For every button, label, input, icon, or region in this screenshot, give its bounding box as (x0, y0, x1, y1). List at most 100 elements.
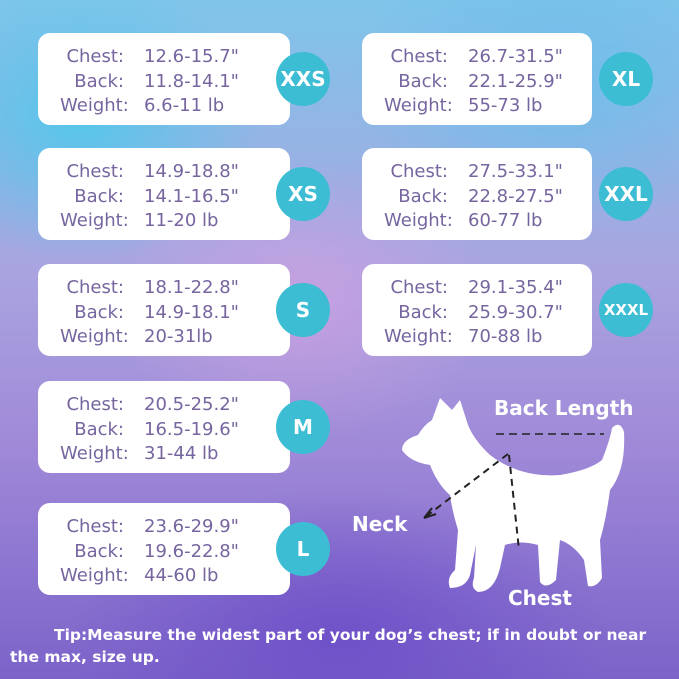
chest-value: 23.6-29.9" (144, 516, 239, 537)
chest-row: Chest: 20.5-25.2" (60, 393, 239, 418)
size-card-l: Chest: 23.6-29.9" Back: 19.6-22.8" Weight: 44… (38, 503, 290, 595)
size-badge: XS (276, 167, 330, 221)
measurements: Chest: 29.1-35.4" Back: 25.9-30.7" Weight: 70… (384, 276, 563, 350)
weight-value: 55-73 lb (468, 95, 543, 116)
size-card-xxl: Chest: 27.5-33.1" Back: 22.8-27.5" Weight: 60… (362, 148, 592, 240)
back-label: Back: (398, 301, 448, 323)
weight-row: Weight: 20-31lb (60, 325, 239, 350)
back-label: Back: (398, 70, 448, 92)
chest-label: Chest: (66, 394, 124, 415)
weight-row: Weight: 60-77 lb (384, 209, 563, 234)
back-value: 25.9-30.7" (468, 301, 563, 323)
chest-label: Chest: (66, 277, 124, 298)
size-card-s: Chest: 18.1-22.8" Back: 14.9-18.1" Weight: 20… (38, 264, 290, 356)
chest-line (508, 454, 520, 551)
size-badge: S (276, 283, 330, 337)
back-length-label: Back Length (494, 396, 634, 420)
weight-value: 6.6-11 lb (144, 95, 225, 116)
back-value: 19.6-22.8" (144, 540, 239, 562)
chest-row: Chest: 14.9-18.8" (60, 160, 239, 185)
back-label: Back: (74, 540, 124, 562)
chest-value: 26.7-31.5" (468, 46, 563, 67)
back-row: Back: 25.9-30.7" (384, 301, 563, 326)
back-row: Back: 14.1-16.5" (60, 185, 239, 210)
weight-label: Weight: (60, 210, 129, 231)
back-value: 16.5-19.6" (144, 418, 239, 440)
weight-row: Weight: 31-44 lb (60, 442, 239, 467)
weight-value: 60-77 lb (468, 210, 543, 231)
size-badge: L (276, 522, 330, 576)
size-card-xs: Chest: 14.9-18.8" Back: 14.1-16.5" Weight: 11… (38, 148, 290, 240)
size-card-xxs: Chest: 12.6-15.7" Back: 11.8-14.1" Weight: 6.… (38, 33, 290, 125)
weight-value: 11-20 lb (144, 210, 219, 231)
size-badge: XXL (599, 167, 653, 221)
measurements: Chest: 23.6-29.9" Back: 19.6-22.8" Weight: 44… (60, 515, 239, 589)
chest-label: Chest: (66, 46, 124, 67)
chest-label: Chest: (390, 161, 448, 182)
weight-value: 70-88 lb (468, 326, 543, 347)
back-label: Back: (398, 185, 448, 207)
back-value: 22.8-27.5" (468, 185, 563, 207)
weight-label: Weight: (60, 565, 129, 586)
size-card-xl: Chest: 26.7-31.5" Back: 22.1-25.9" Weight: 55… (362, 33, 592, 125)
weight-label: Weight: (60, 95, 129, 116)
size-badge: XXS (276, 52, 330, 106)
chest-value: 27.5-33.1" (468, 161, 563, 182)
chest-value: 20.5-25.2" (144, 394, 239, 415)
chest-label: Chest: (66, 516, 124, 537)
weight-row: Weight: 11-20 lb (60, 209, 239, 234)
weight-value: 31-44 lb (144, 443, 219, 464)
chest-label: Chest: (66, 161, 124, 182)
back-label: Back: (74, 418, 124, 440)
weight-value: 20-31lb (144, 326, 213, 347)
size-badge: XXXL (599, 283, 653, 337)
weight-label: Weight: (384, 210, 453, 231)
neck-line (423, 453, 509, 519)
chest-row: Chest: 27.5-33.1" (384, 160, 563, 185)
size-card-xxxl: Chest: 29.1-35.4" Back: 25.9-30.7" Weight: 70… (362, 264, 592, 356)
weight-row: Weight: 44-60 lb (60, 564, 239, 589)
back-label: Back: (74, 301, 124, 323)
chest-row: Chest: 23.6-29.9" (60, 515, 239, 540)
back-value: 22.1-25.9" (468, 70, 563, 92)
measurements: Chest: 20.5-25.2" Back: 16.5-19.6" Weight: 31… (60, 393, 239, 467)
back-row: Back: 16.5-19.6" (60, 418, 239, 443)
back-row: Back: 19.6-22.8" (60, 540, 239, 565)
chest-row: Chest: 26.7-31.5" (384, 45, 563, 70)
chest-row: Chest: 29.1-35.4" (384, 276, 563, 301)
weight-row: Weight: 55-73 lb (384, 94, 563, 119)
measurements: Chest: 12.6-15.7" Back: 11.8-14.1" Weight: 6.… (60, 45, 239, 119)
tip-text: Tip:Measure the widest part of your dog’… (10, 626, 647, 666)
back-row: Back: 22.8-27.5" (384, 185, 563, 210)
measurements: Chest: 26.7-31.5" Back: 22.1-25.9" Weight: 55… (384, 45, 563, 119)
weight-label: Weight: (384, 326, 453, 347)
chest-value: 12.6-15.7" (144, 46, 239, 67)
size-badge: XL (599, 52, 653, 106)
chest-value: 14.9-18.8" (144, 161, 239, 182)
weight-row: Weight: 70-88 lb (384, 325, 563, 350)
chest-label: Chest: (390, 46, 448, 67)
chest-row: Chest: 12.6-15.7" (60, 45, 239, 70)
back-value: 14.9-18.1" (144, 301, 239, 323)
back-label: Back: (74, 70, 124, 92)
chest-row: Chest: 18.1-22.8" (60, 276, 239, 301)
size-card-m: Chest: 20.5-25.2" Back: 16.5-19.6" Weight: 31… (38, 381, 290, 473)
back-row: Back: 11.8-14.1" (60, 70, 239, 95)
weight-value: 44-60 lb (144, 565, 219, 586)
weight-label: Weight: (60, 326, 129, 347)
chest-value: 18.1-22.8" (144, 277, 239, 298)
weight-row: Weight: 6.6-11 lb (60, 94, 239, 119)
chest-value: 29.1-35.4" (468, 277, 563, 298)
weight-label: Weight: (384, 95, 453, 116)
back-row: Back: 14.9-18.1" (60, 301, 239, 326)
back-value: 11.8-14.1" (144, 70, 239, 92)
measurements: Chest: 27.5-33.1" Back: 22.8-27.5" Weight: 60… (384, 160, 563, 234)
back-row: Back: 22.1-25.9" (384, 70, 563, 95)
back-value: 14.1-16.5" (144, 185, 239, 207)
chest-label: Chest: (390, 277, 448, 298)
neck-label: Neck (352, 512, 408, 536)
back-label: Back: (74, 185, 124, 207)
neck-arrow-icon (423, 507, 437, 519)
measurements: Chest: 18.1-22.8" Back: 14.9-18.1" Weight: 20… (60, 276, 239, 350)
